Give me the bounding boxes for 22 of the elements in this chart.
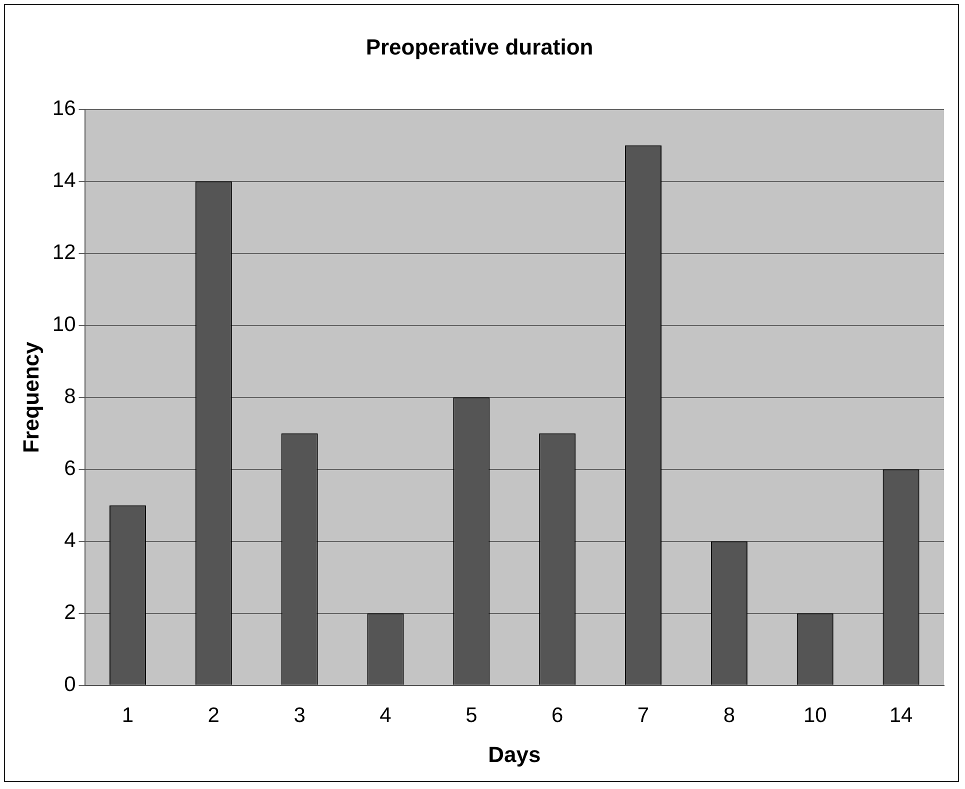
x-tick-label: 6 [552, 704, 564, 727]
x-tick-label: 5 [466, 704, 478, 727]
y-tick-label: 16 [52, 97, 76, 120]
x-tick-label: 1 [122, 704, 134, 727]
y-tick-label: 12 [52, 241, 76, 264]
x-tick-label: 2 [208, 704, 220, 727]
x-tick-label: 14 [889, 704, 914, 727]
y-tick-label: 0 [64, 673, 76, 696]
x-tick-label: 10 [803, 704, 827, 727]
chart-title: Preoperative duration [366, 34, 594, 60]
y-tick-label: 2 [64, 601, 76, 624]
y-axis-title: Frequency [18, 341, 44, 454]
x-axis-title: Days [488, 742, 541, 767]
y-tick-label: 10 [52, 313, 76, 336]
x-tick-label: 3 [294, 704, 306, 727]
x-tick-label: 7 [637, 704, 650, 727]
y-tick-label: 8 [64, 385, 76, 408]
y-tick-label: 6 [64, 457, 76, 480]
y-tick-label: 4 [64, 529, 76, 552]
x-tick-label: 8 [723, 704, 736, 727]
x-tick-label: 4 [380, 704, 392, 727]
y-tick-label: 14 [52, 169, 76, 192]
